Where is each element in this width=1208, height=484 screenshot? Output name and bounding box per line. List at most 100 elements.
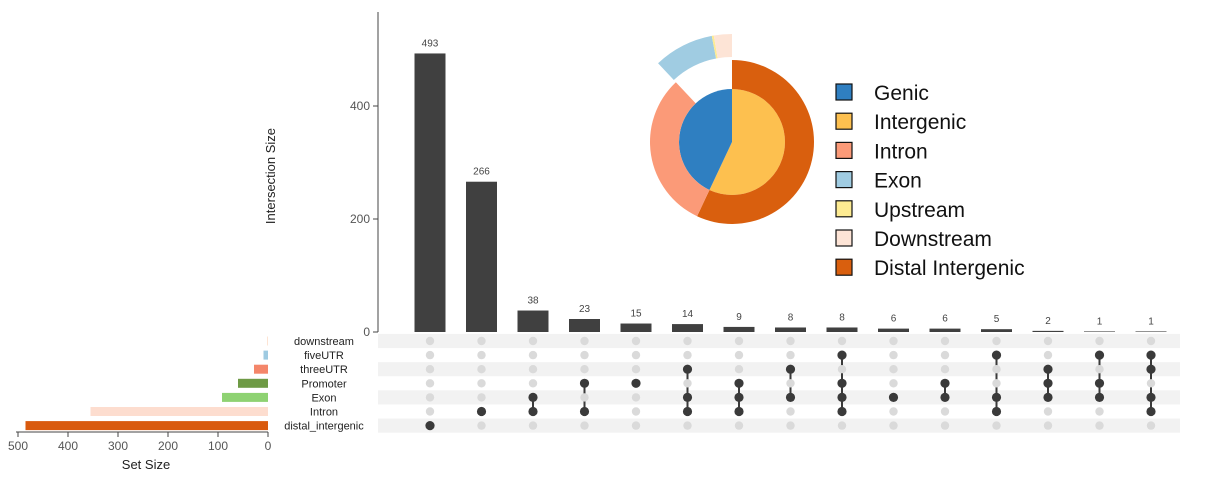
outer-donut-slice (697, 60, 815, 224)
matrix-dot-inactive (837, 336, 847, 346)
matrix-dot-inactive (734, 350, 744, 360)
bar-value-label: 6 (891, 314, 897, 325)
matrix-dot-active (991, 406, 1002, 417)
matrix-dot-inactive (477, 421, 486, 430)
set-size-bar (222, 392, 268, 402)
matrix-dot-active (1146, 392, 1156, 402)
set-size-tick-label: 0 (265, 439, 272, 453)
matrix-dot-active (734, 378, 744, 388)
set-size-tick-label: 100 (208, 439, 228, 453)
matrix-dot-inactive (425, 379, 435, 388)
set-label: fiveUTR (304, 350, 344, 362)
matrix-dot-inactive (992, 379, 1001, 388)
matrix-dot-inactive (580, 365, 589, 374)
matrix-dot-active (579, 406, 590, 417)
matrix-dot-active (528, 392, 538, 402)
bar-value-label: 6 (942, 314, 948, 325)
matrix-dot-inactive (889, 407, 898, 416)
intersection-bar (775, 327, 806, 332)
matrix-dot-inactive (940, 421, 950, 430)
matrix-dot-inactive (940, 407, 950, 416)
matrix-dot-inactive (992, 336, 1001, 346)
matrix-dot-inactive (889, 379, 898, 388)
matrix-dot-inactive (734, 365, 744, 374)
legend-label: Exon (874, 170, 922, 193)
matrix-dot-inactive (786, 421, 795, 430)
bar-value-label: 8 (788, 312, 794, 323)
y-tick-label: 200 (350, 212, 370, 226)
matrix-dot-active (1094, 392, 1105, 402)
inner-donut-slice (679, 89, 732, 190)
matrix-dot-inactive (1146, 379, 1156, 388)
bar-value-label: 1 (1148, 316, 1154, 327)
matrix-dot-inactive (734, 421, 744, 430)
matrix-dot-active (682, 364, 693, 374)
matrix-dot-active (991, 392, 1002, 402)
bar-value-label: 38 (527, 296, 539, 307)
matrix-dot-inactive (477, 350, 486, 360)
matrix-dot-inactive (940, 350, 950, 360)
y-tick-label: 0 (363, 325, 370, 339)
matrix-dot-active (476, 406, 487, 417)
matrix-dot-inactive (528, 379, 538, 388)
matrix-dot-active (1146, 350, 1156, 360)
matrix-dot-inactive (889, 421, 898, 430)
matrix-dot-active (682, 406, 693, 417)
matrix-dot-inactive (425, 407, 435, 416)
y-axis-label: Intersection Size (263, 128, 278, 224)
matrix-dot-active (528, 406, 538, 417)
intersection-bar (1032, 330, 1064, 332)
matrix-dot-inactive (477, 365, 486, 374)
intersection-bar (620, 323, 652, 332)
matrix-dot-inactive (528, 336, 538, 346)
intersection-bar (878, 328, 909, 332)
matrix-dot-inactive (425, 350, 435, 360)
set-size-tick-label: 200 (158, 439, 178, 453)
matrix-dot-active (940, 392, 950, 402)
matrix-dot-inactive (1095, 407, 1104, 416)
set-label: Intron (310, 407, 338, 419)
matrix-dot-inactive (477, 379, 486, 388)
matrix-dot-active (785, 392, 796, 402)
intersection-bar (826, 327, 858, 332)
matrix-dot-inactive (580, 350, 589, 360)
matrix-dot-inactive (837, 365, 847, 374)
matrix-dot-inactive (683, 379, 692, 388)
matrix-dot-inactive (786, 379, 795, 388)
legend-swatch (835, 141, 853, 159)
bar-value-label: 15 (630, 309, 642, 320)
matrix-dot-active (785, 364, 796, 374)
matrix-row-stripe (378, 390, 1180, 405)
intersection-bar (414, 53, 446, 332)
matrix-dot-inactive (889, 350, 898, 360)
matrix-dot-active (837, 378, 847, 388)
set-size-bar (263, 350, 268, 360)
set-size-bar (254, 364, 268, 374)
matrix-dot-inactive (528, 365, 538, 374)
legend-label: Upstream (874, 199, 965, 222)
set-size-tick-label: 300 (108, 439, 128, 453)
matrix-dot-inactive (425, 365, 435, 374)
matrix-dot-inactive (786, 350, 795, 360)
outer-donut-slice (650, 82, 710, 217)
legend-swatch (835, 83, 853, 101)
matrix-dot-inactive (425, 336, 435, 346)
matrix-dot-active (1094, 350, 1105, 360)
matrix-dot-active (1043, 378, 1053, 388)
matrix-dot-active (1146, 406, 1156, 417)
bar-value-label: 8 (839, 312, 845, 323)
matrix-dot-inactive (1043, 336, 1053, 346)
bar-value-label: 2 (1045, 316, 1051, 327)
matrix-dot-inactive (889, 336, 898, 346)
matrix-row-stripe (378, 418, 1180, 433)
matrix-dot-inactive (1146, 336, 1156, 346)
bar-value-label: 23 (579, 304, 591, 315)
set-label: distal_intergenic (284, 421, 364, 433)
intersection-bar (1084, 331, 1115, 332)
set-label: Promoter (301, 378, 347, 390)
matrix-dot-inactive (580, 421, 589, 430)
intersection-bar (466, 181, 497, 332)
legend-label: Intergenic (874, 111, 966, 134)
set-size-tick-label: 400 (58, 439, 78, 453)
